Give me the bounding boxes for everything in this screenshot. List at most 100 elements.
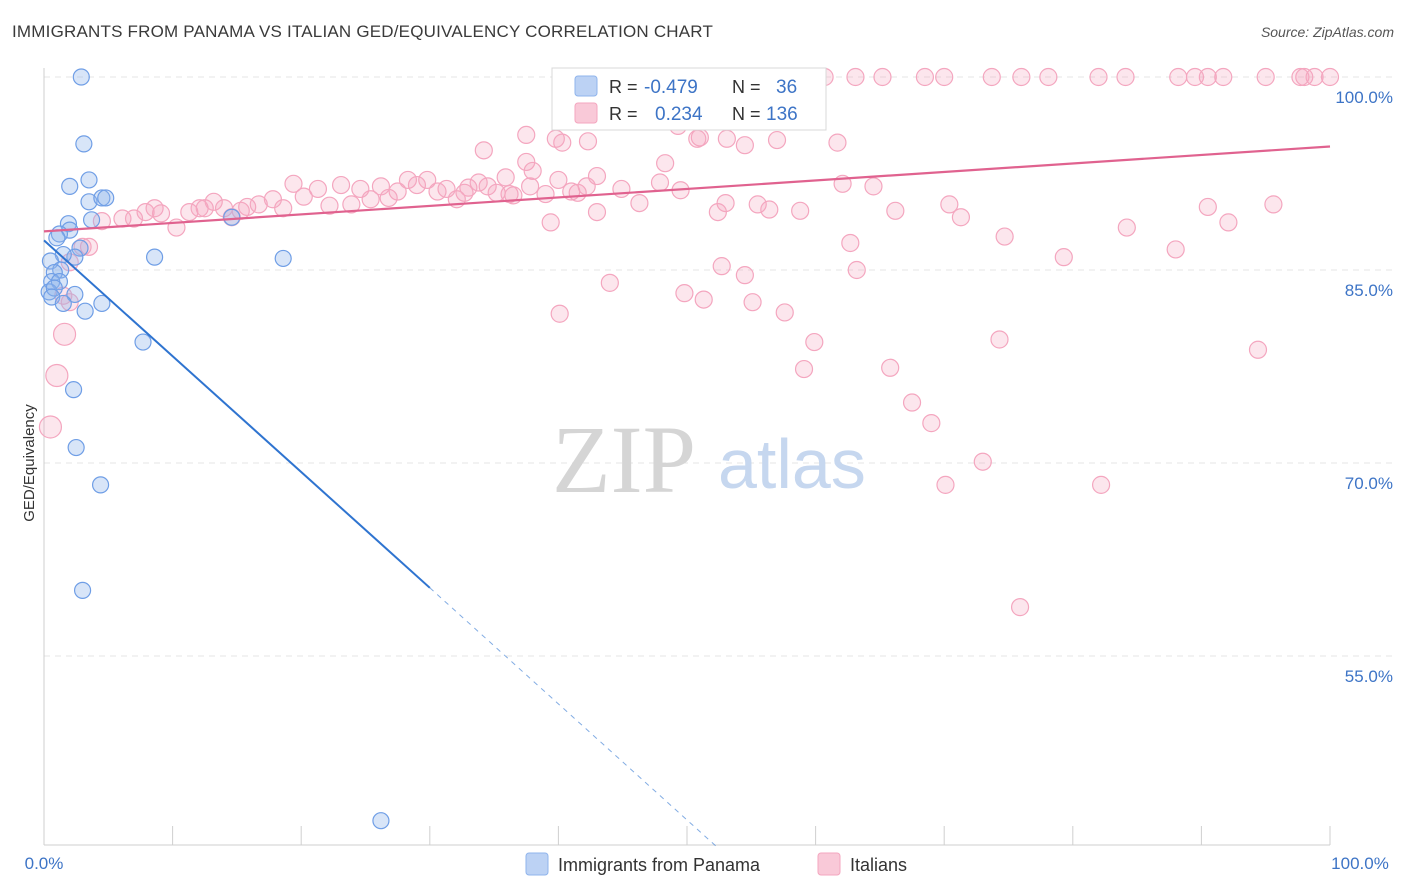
- panama-trend-extension: [429, 587, 720, 850]
- panama-point: [145, 248, 164, 266]
- panama-point: [64, 381, 83, 399]
- italians-point: [656, 154, 675, 173]
- italians-point: [902, 393, 922, 412]
- italians-point: [873, 67, 892, 87]
- italians-point: [249, 195, 268, 214]
- italians-point: [864, 177, 883, 196]
- italians-point: [517, 125, 536, 144]
- italians-point: [487, 183, 506, 202]
- italians-point: [294, 187, 313, 206]
- gridlines: [44, 76, 1392, 657]
- legend-swatch-italians: [574, 102, 598, 124]
- italians-point: [935, 67, 954, 87]
- panama-point: [80, 171, 98, 189]
- italians-point: [577, 177, 596, 196]
- italians-point: [791, 201, 810, 220]
- italians-point: [650, 173, 670, 192]
- italians-point: [388, 182, 407, 201]
- watermark: ZIP atlas: [552, 406, 866, 513]
- legend-swatch-panama: [574, 75, 598, 97]
- italians-point: [151, 204, 171, 223]
- legend-r-value-panama: -0.479: [644, 77, 698, 98]
- source-credit: Source: ZipAtlas.com: [1260, 24, 1394, 40]
- legend-n-value-panama: 36: [776, 77, 797, 98]
- italians-point: [496, 168, 515, 187]
- italians-point: [459, 178, 478, 197]
- legend-n-value-italians: 136: [766, 104, 798, 125]
- italians-point: [995, 227, 1014, 246]
- italians-point: [342, 195, 361, 214]
- italians-point: [1169, 67, 1188, 87]
- italians-point: [45, 363, 69, 388]
- italians-point: [990, 330, 1009, 349]
- italians-point: [1264, 195, 1283, 214]
- bottom-legend-label-italians: Italians: [850, 855, 907, 875]
- legend-n-label-italians: N =: [732, 104, 761, 124]
- italians-point: [1091, 475, 1111, 494]
- italians-point: [1054, 248, 1073, 267]
- italians-point: [1089, 67, 1108, 87]
- y-tick-label: 85.0%: [1345, 281, 1393, 300]
- italians-point: [474, 141, 493, 160]
- italians-point: [735, 136, 754, 155]
- italians-point: [841, 233, 860, 253]
- italians-point: [881, 358, 900, 377]
- panama-point: [274, 249, 292, 268]
- italians-point: [922, 414, 941, 433]
- italians-point: [1039, 67, 1058, 87]
- italians-point: [1010, 598, 1030, 617]
- italians-point: [553, 133, 572, 152]
- watermark-zip: ZIP: [552, 406, 696, 513]
- italians-point: [274, 199, 293, 218]
- italians-point: [124, 209, 144, 228]
- italians-point: [1198, 197, 1217, 217]
- legend-n-label-panama: N =: [732, 77, 761, 97]
- y-tick-label: 55.0%: [1345, 667, 1393, 686]
- italians-point: [915, 67, 935, 87]
- italians-point: [549, 170, 568, 190]
- italians-point: [52, 322, 77, 346]
- italians-point: [541, 213, 560, 232]
- italians-point: [136, 203, 155, 222]
- italians-point: [828, 133, 847, 152]
- italians-point: [1198, 67, 1217, 87]
- italians-point: [846, 67, 865, 87]
- watermark-atlas: atlas: [718, 425, 866, 503]
- italians-point: [973, 452, 992, 471]
- y-axis-labels: 100.0% 85.0% 70.0% 55.0%: [1335, 88, 1393, 686]
- legend-r-label-panama: R =: [609, 77, 638, 97]
- panama-point: [97, 189, 115, 207]
- italians-point: [361, 190, 380, 209]
- italians-point: [418, 170, 437, 190]
- italians-point: [847, 260, 866, 280]
- x-tick-label-max: 100.0%: [1331, 854, 1389, 873]
- italians-point: [536, 184, 555, 204]
- panama-point: [223, 208, 241, 226]
- panama-point: [48, 229, 66, 247]
- italians-point: [886, 201, 905, 220]
- trend-lines: [43, 145, 1331, 850]
- italians-point: [688, 129, 707, 148]
- x-tick-label-min: 0.0%: [25, 854, 64, 873]
- italians-point: [1295, 67, 1314, 87]
- panama-point: [67, 438, 85, 457]
- italians-point: [308, 179, 328, 199]
- italians-point: [951, 208, 971, 227]
- italians-point: [578, 132, 598, 151]
- italians-point: [612, 179, 631, 199]
- panama-point: [61, 177, 79, 195]
- italians-point: [398, 170, 418, 190]
- italians-point: [38, 415, 63, 439]
- panama-point: [134, 333, 152, 351]
- italians-point: [587, 203, 607, 222]
- italians-point: [1219, 213, 1238, 232]
- italians-point: [1117, 218, 1136, 237]
- italians-point: [263, 190, 283, 209]
- panama-point: [80, 193, 98, 211]
- legend-r-label-italians: R =: [609, 104, 638, 124]
- italians-point: [204, 192, 223, 211]
- italians-point: [1320, 67, 1340, 87]
- italians-point: [794, 359, 814, 379]
- italians-point: [1248, 340, 1268, 359]
- italians-point: [735, 266, 754, 285]
